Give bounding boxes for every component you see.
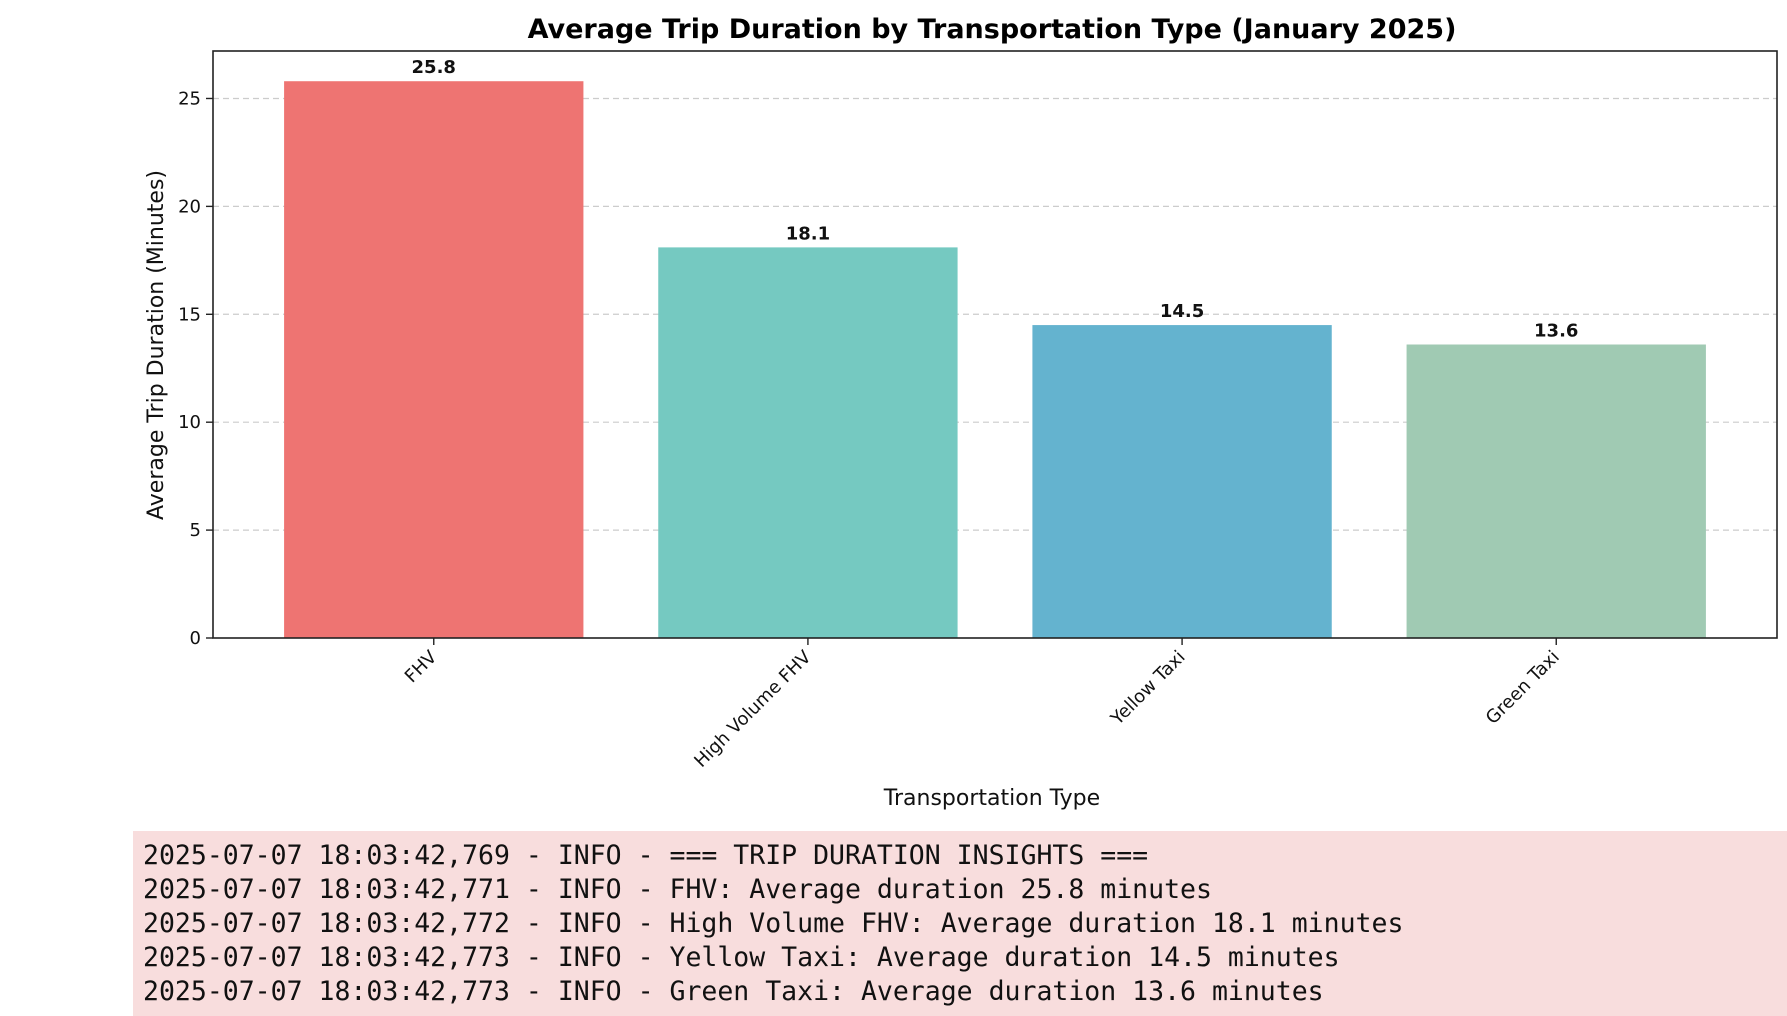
bar (284, 81, 584, 638)
y-tick-label: 20 (178, 196, 201, 217)
bar-value-label: 14.5 (1160, 301, 1204, 322)
y-tick-label: 0 (190, 628, 201, 649)
chart-title: Average Trip Duration by Transportation … (528, 14, 1457, 45)
console-log-panel: 2025-07-07 18:03:42,769 - INFO - === TRI… (133, 831, 1787, 1016)
x-tick-label: High Volume FHV (690, 646, 816, 772)
bar (1032, 325, 1332, 638)
y-tick-label: 15 (178, 304, 201, 325)
bars (284, 81, 1706, 638)
y-tick-label: 5 (190, 520, 201, 541)
log-line: 2025-07-07 18:03:42,772 - INFO - High Vo… (143, 908, 1404, 939)
x-axis-label: Transportation Type (883, 786, 1100, 811)
value-labels: 25.8 18.1 14.5 13.6 (412, 57, 1579, 341)
y-tick-label: 10 (178, 412, 201, 433)
y-axis-ticks: 0 5 10 15 20 25 (178, 88, 213, 649)
x-tick-label: Green Taxi (1482, 647, 1564, 729)
bar (658, 247, 958, 638)
bar-value-label: 25.8 (412, 57, 456, 78)
x-tick-label: Yellow Taxi (1106, 647, 1189, 730)
x-tick-label: FHV (401, 646, 442, 687)
log-line: 2025-07-07 18:03:42,771 - INFO - FHV: Av… (143, 874, 1212, 905)
plot-frame (212, 50, 1778, 639)
bar-value-label: 13.6 (1534, 321, 1578, 342)
x-axis-ticks: FHV High Volume FHV Yellow Taxi Green Taxi (401, 638, 1564, 772)
log-line: 2025-07-07 18:03:42,769 - INFO - === TRI… (143, 840, 1149, 871)
y-axis-label: Average Trip Duration (Minutes) (144, 170, 169, 520)
bar-value-label: 18.1 (786, 223, 830, 244)
log-line: 2025-07-07 18:03:42,773 - INFO - Yellow … (143, 942, 1340, 973)
log-line: 2025-07-07 18:03:42,773 - INFO - Green T… (143, 976, 1324, 1007)
bar (1406, 344, 1706, 638)
bar-chart: 0 5 10 15 20 25 FHV High Volume FHV Yellow Taxi… (144, 14, 1778, 811)
y-tick-label: 25 (178, 88, 201, 109)
